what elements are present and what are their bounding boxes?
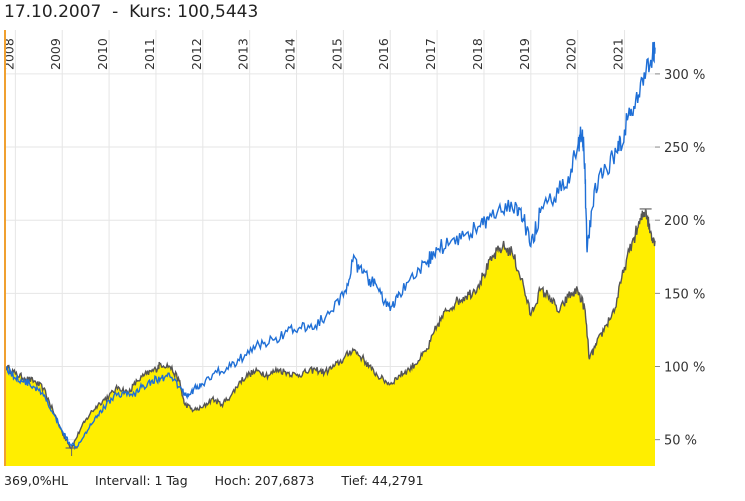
x-tick-label-2017: 2017 (423, 38, 438, 70)
x-tick-label-2019: 2019 (517, 38, 532, 70)
y-tick-label-200: 200 % (664, 214, 705, 229)
chart-header: 17.10.2007 - Kurs: 100,5443 (4, 2, 258, 22)
extreme-markers (65, 208, 652, 457)
x-tick-label-2015: 2015 (329, 38, 344, 70)
x-tick-label-2013: 2013 (236, 38, 251, 70)
y-tick-label-50: 50 % (664, 434, 697, 449)
footer-hl: 369,0%HL (4, 473, 69, 488)
header-separator: - (112, 2, 119, 22)
footer-low: Tief: 44,2791 (341, 473, 424, 488)
header-date: 17.10.2007 (4, 2, 102, 22)
price-line[interactable] (5, 208, 656, 450)
x-axis: 2008 2009 2010 2011 2012 2013 2014 2015 2016 2017… (1, 38, 625, 70)
x-tick-label-2010: 2010 (95, 38, 110, 70)
price-area-fill (6, 208, 655, 466)
y-tick-label-300: 300 % (664, 68, 705, 83)
header-price-label: Kurs: (129, 2, 172, 22)
y-tick-label-250: 250 % (664, 141, 705, 156)
series-lines (5, 41, 656, 451)
x-tick-label-2012: 2012 (189, 38, 204, 70)
x-tick-label-2016: 2016 (376, 38, 391, 70)
footer-interval: Intervall: 1 Tag (95, 473, 188, 488)
benchmark-line[interactable] (5, 41, 656, 451)
y-tick-label-150: 150 % (664, 287, 705, 302)
x-tick-label-2009: 2009 (48, 38, 63, 70)
footer-high: Hoch: 207,6873 (214, 473, 315, 488)
y-axis: 50 % 100 % 150 % 200 % 250 % 300 % (655, 68, 705, 449)
y-tick-label-100: 100 % (664, 361, 705, 376)
x-tick-label-2014: 2014 (283, 38, 298, 70)
current-date-marker[interactable] (4, 30, 6, 466)
chart-footer: 369,0%HL Intervall: 1 Tag Hoch: 207,6873… (4, 473, 451, 488)
x-tick-label-2018: 2018 (470, 38, 485, 70)
x-tick-label-2011: 2011 (142, 38, 157, 70)
x-tick-label-2008: 2008 (1, 38, 16, 70)
price-area (6, 208, 655, 466)
x-tick-label-2020: 2020 (564, 38, 579, 70)
header-price-value: 100,5443 (177, 2, 259, 22)
x-tick-label-2021: 2021 (611, 38, 626, 70)
